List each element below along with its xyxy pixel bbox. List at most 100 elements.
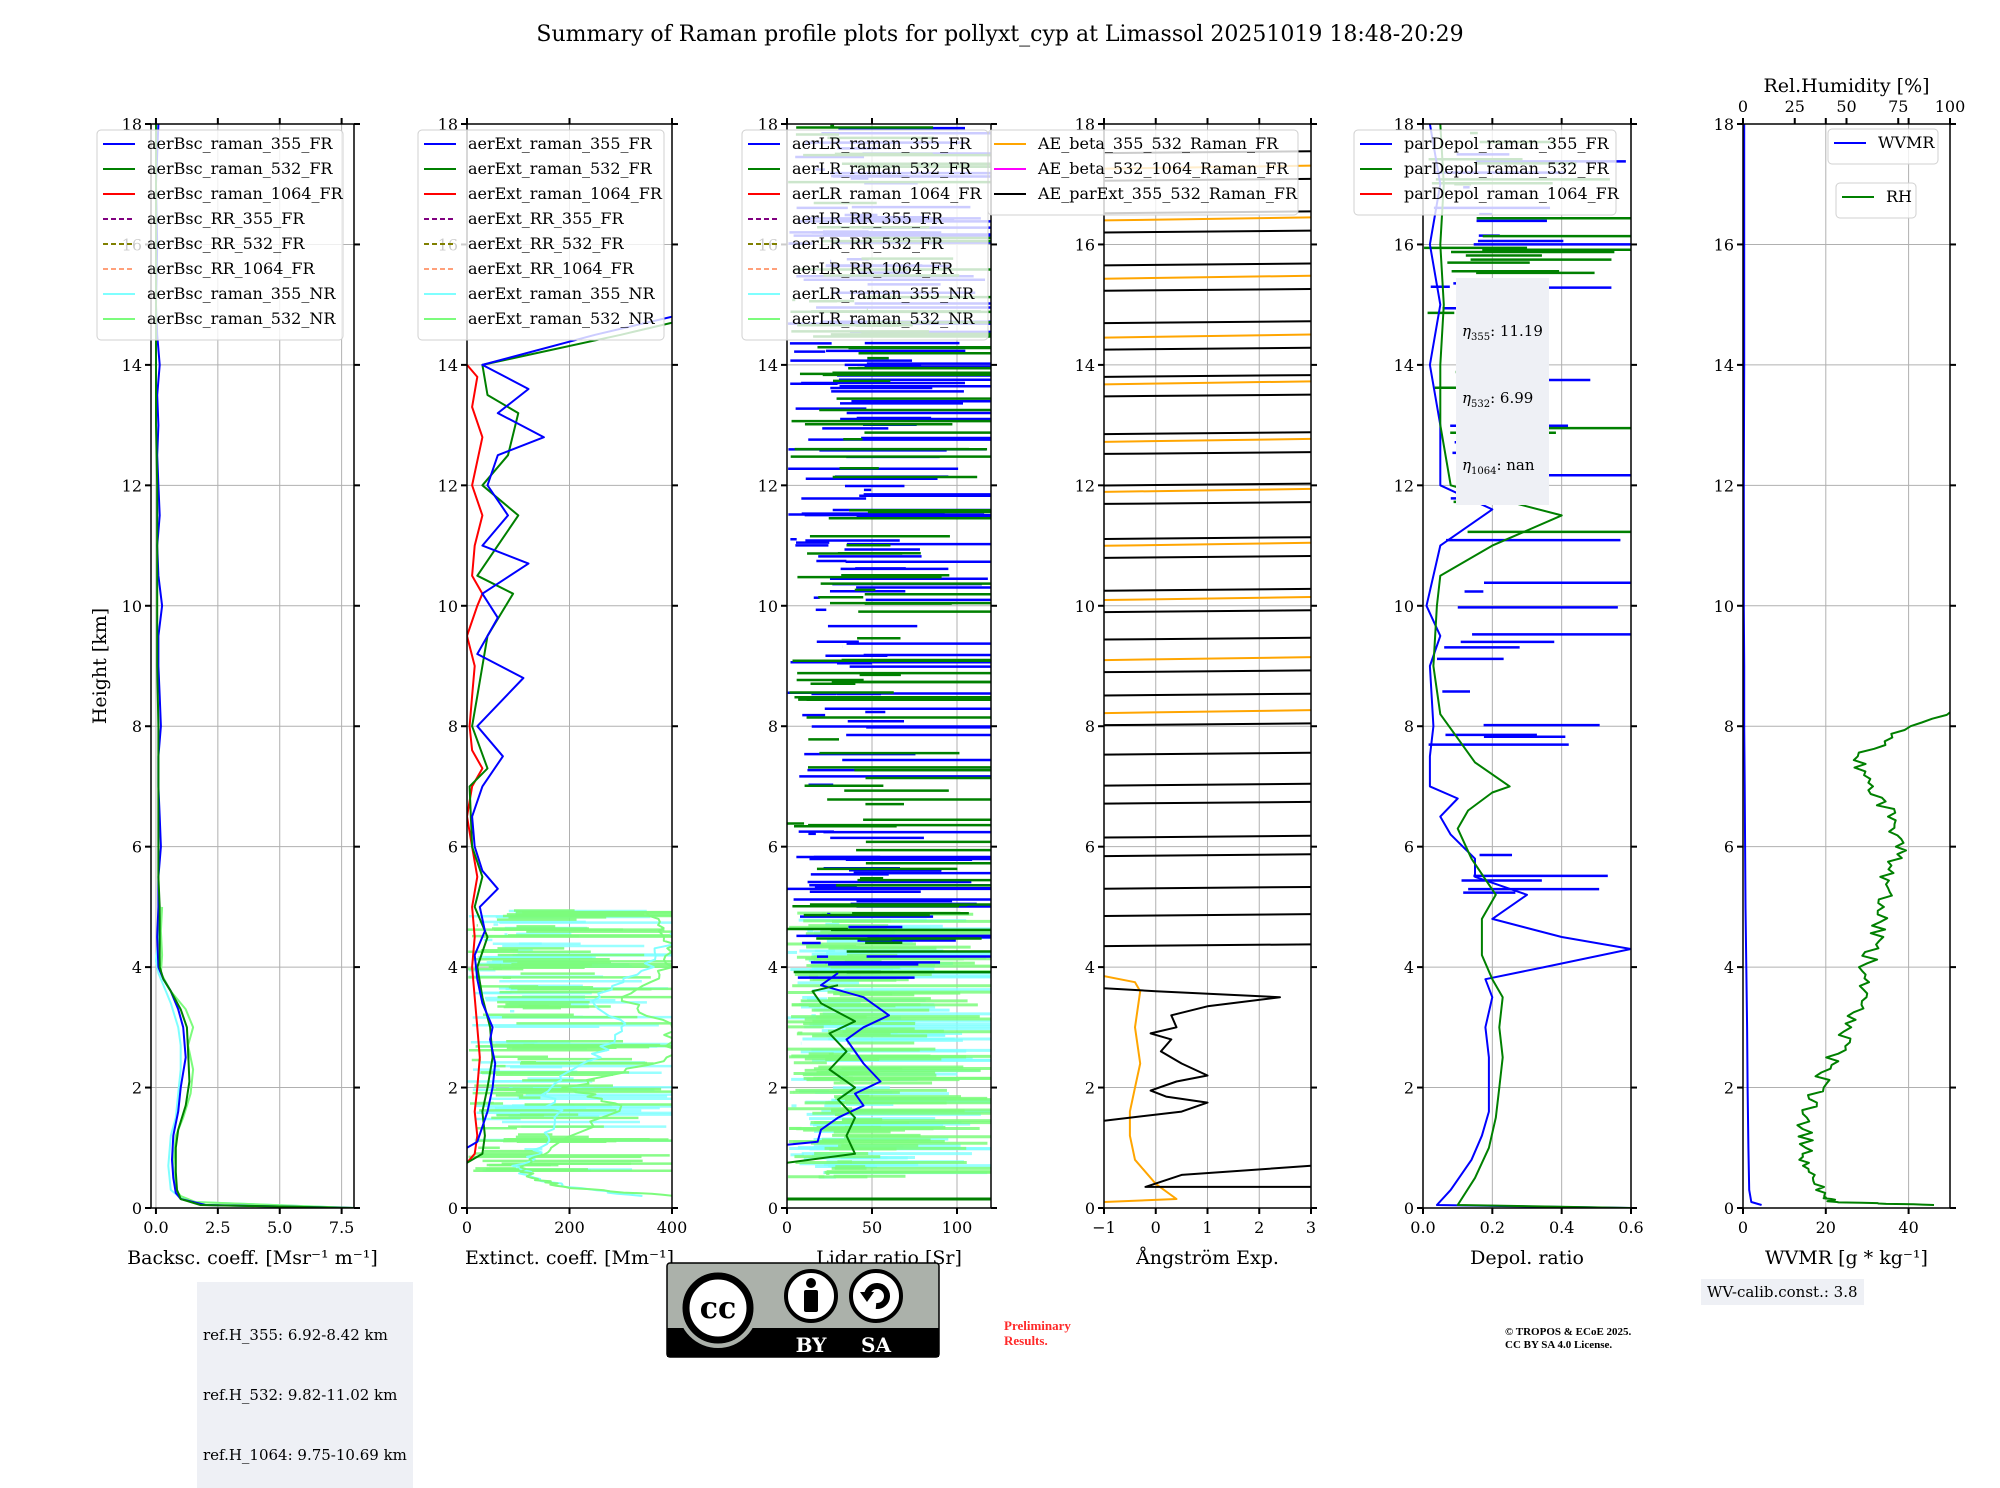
y-tick-label: 8 [1404, 717, 1414, 736]
legend-label: aerLR_raman_355_NR [792, 284, 975, 303]
noise-stroke [1104, 709, 1311, 715]
y-tick-label: 0 [1724, 1199, 1734, 1218]
x-axis-label: Ångström Exp. [1135, 1247, 1279, 1269]
y-tick-label: 12 [758, 476, 778, 495]
noise-stroke [1104, 656, 1311, 662]
ref-height-1064: ref.H_1064: 9.75-10.69 km [203, 1446, 407, 1464]
legend-label: aerExt_raman_532_FR [468, 159, 653, 178]
legend-label: aerExt_RR_355_FR [468, 209, 625, 228]
x-tick-label: 400 [657, 1218, 688, 1237]
panel-wv: 0 20 40 0 2 4 6 8 10 12 14 16 18 WVMR [g * kg⁻¹] 0 25 50… [1714, 75, 1966, 1269]
noise-stroke [1104, 669, 1311, 674]
y-tick-label: 18 [122, 115, 142, 134]
legend-frame [417, 129, 665, 341]
x-tick-label: 2 [1254, 1218, 1264, 1237]
x-tick-label: 0 [1151, 1218, 1161, 1237]
noise-stroke [1104, 541, 1311, 547]
y-tick-label: 6 [448, 838, 458, 857]
noise-stroke [1104, 482, 1311, 487]
ref-height-532: ref.H_532: 9.82-11.02 km [203, 1386, 398, 1404]
noise-stroke [1104, 451, 1311, 455]
panel-depol: 0.0 0.2 0.4 0.6 0 2 4 6 8 10 12 14 16 18 Depol. ratio p… [1353, 115, 1644, 1269]
legend: aerLR_raman_355_FR aerLR_raman_532_FR aerL… [741, 129, 989, 341]
y-tick-label: 8 [768, 717, 778, 736]
noise-stroke [1104, 636, 1311, 641]
x-tick-label: 1 [1202, 1218, 1212, 1237]
noise-stroke [1104, 751, 1311, 756]
x-tick-label: 0 [462, 1218, 472, 1237]
noise-stroke [1104, 287, 1311, 292]
preliminary-line-2: Results. [1004, 1333, 1048, 1348]
legend: aerExt_raman_355_FR aerExt_raman_532_FRae… [417, 129, 665, 341]
series-parDepol_raman_532_FR [1432, 124, 1631, 1208]
panel-lr: 050100024681012141618Lidar ratio [Sr]aer… [741, 115, 997, 1269]
y-tick-label: 2 [768, 1079, 778, 1098]
noise-stroke [1104, 393, 1311, 398]
series-AE_parExt_355_532_Raman_FR_b [1104, 987, 1281, 1122]
sa-share-icon [849, 1269, 903, 1323]
y-tick-label: 16 [1075, 235, 1095, 254]
y-tick-label: 2 [1404, 1079, 1414, 1098]
eta-355: η355: 11.19 [1462, 322, 1543, 343]
copyright-note: © TROPOS & ECoE 2025. CC BY SA 4.0 Licen… [1505, 1326, 1631, 1352]
svg-text:SA: SA [861, 1333, 891, 1357]
x-top-tick-label: 25 [1785, 97, 1805, 116]
series-aerBsc_raman_532_NR [159, 906, 354, 1208]
legend-label: parDepol_raman_532_FR [1404, 159, 1610, 178]
ref-height-box: ref.H_355: 6.92-8.42 km ref.H_532: 9.82-… [197, 1282, 413, 1488]
y-tick-label: 18 [1394, 115, 1414, 134]
y-tick-label: 10 [1394, 597, 1414, 616]
y-tick-label: 0 [132, 1199, 142, 1218]
y-tick-label: 8 [1724, 717, 1734, 736]
x-tick-label: 5.0 [267, 1218, 292, 1237]
y-tick-label: 6 [132, 838, 142, 857]
legend-label: aerLR_raman_355_FR [792, 134, 972, 153]
series-RH [1796, 711, 1950, 1206]
legend-label: aerLR_raman_532_FR [792, 159, 972, 178]
noise-stroke [1104, 431, 1311, 436]
y-tick-label: 10 [758, 597, 778, 616]
legend-label: aerBsc_raman_532_FR [147, 159, 333, 178]
y-tick-label: 16 [1394, 235, 1414, 254]
svg-text:cc: cc [700, 1291, 737, 1326]
x-tick-label: 0 [1738, 1218, 1748, 1237]
noise-stroke [1104, 555, 1311, 559]
legend-label: parDepol_raman_355_FR [1404, 134, 1610, 153]
legend-label: AE_parExt_355_532_Raman_FR [1037, 184, 1298, 203]
x-top-tick-label: 100 [1935, 97, 1966, 116]
series-parDepol_raman_355_FR [1425, 124, 1631, 1208]
series-aerExt_raman_1064_FR [467, 364, 484, 1164]
legend-frame [96, 129, 344, 341]
y-tick-label: 14 [1075, 356, 1095, 375]
legend: AE_beta_355_532_Raman_FR AE_beta_532_1064… [987, 129, 1299, 216]
legend-label: aerLR_RR_355_FR [792, 209, 944, 228]
y-tick-label: 12 [438, 476, 458, 495]
x-tick-label: 0.4 [1549, 1218, 1574, 1237]
y-tick-label: 14 [122, 356, 142, 375]
legend-label: aerBsc_raman_532_NR [147, 309, 336, 328]
noise-stroke [1104, 692, 1311, 697]
y-tick-label: 10 [1075, 597, 1095, 616]
noise-stroke [1104, 346, 1311, 351]
x-tick-label: 0 [782, 1218, 792, 1237]
figure-canvas: 0.02.55.07.5024681012141618Backsc. coeff… [89, 75, 1966, 1269]
legend-label: aerLR_RR_532_FR [792, 234, 944, 253]
x-tick-label: 100 [942, 1218, 973, 1237]
y-tick-label: 12 [1075, 476, 1095, 495]
x-tick-label: 0.6 [1618, 1218, 1643, 1237]
legend: RH [1835, 182, 1917, 219]
noise-stroke [1104, 320, 1311, 325]
legend-label: RH [1886, 187, 1912, 206]
legend-label: aerLR_raman_532_NR [792, 309, 975, 328]
y-tick-label: 18 [1714, 115, 1734, 134]
y-tick-label: 10 [438, 597, 458, 616]
x-tick-label: 200 [554, 1218, 585, 1237]
series-aerLR_raman_355_FR [787, 972, 890, 1146]
series-AE_parExt_355_532_Raman_FR [1144, 1164, 1311, 1188]
svg-text:BY: BY [796, 1333, 828, 1357]
x-top-tick-label: 50 [1836, 97, 1856, 116]
legend-label: aerExt_raman_355_FR [468, 134, 653, 153]
y-tick-label: 8 [132, 717, 142, 736]
y-tick-label: 10 [1714, 597, 1734, 616]
